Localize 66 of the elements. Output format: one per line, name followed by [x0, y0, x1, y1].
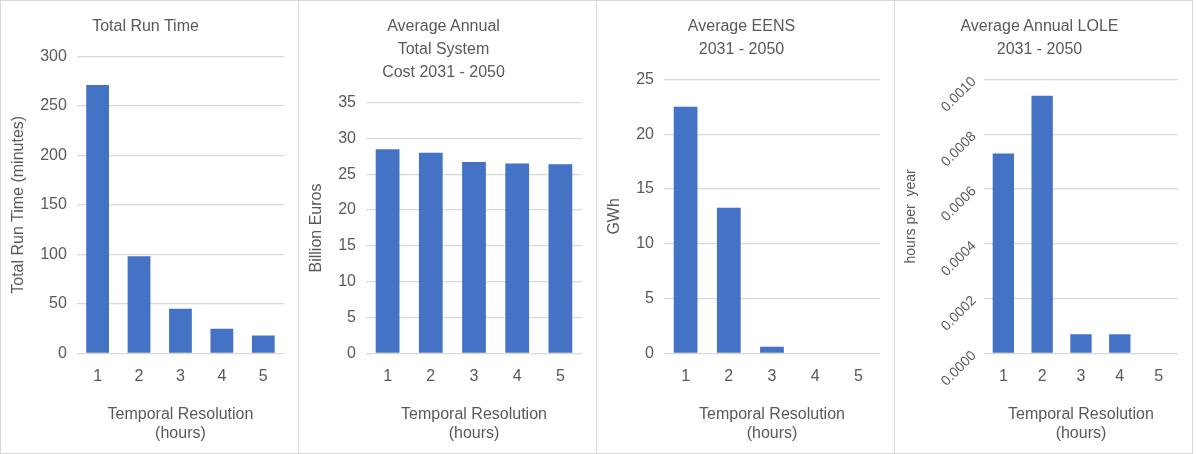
x-tick-label: 2 — [1037, 367, 1047, 385]
y-tick-label: 15 — [338, 236, 357, 254]
y-tick-label: 10 — [338, 272, 357, 290]
y-tick-label: 10 — [636, 234, 655, 252]
x-tick-label: 2 — [134, 367, 144, 385]
x-axis-title: Temporal Resolution (hours) — [401, 404, 547, 441]
chart-title: Average Annual Total System Cost 2031 - 2050 — [382, 17, 505, 81]
y-tick-label: 250 — [40, 96, 67, 114]
x-tick-label: 3 — [1076, 367, 1086, 385]
y-tick-label: 20 — [338, 200, 357, 218]
bar — [760, 346, 784, 353]
x-tick-label: 3 — [175, 367, 185, 385]
y-tick-label: 20 — [636, 124, 655, 142]
bar — [251, 335, 275, 353]
x-tick-label: 5 — [258, 367, 268, 385]
chart-title: Average EENS 2031 - 2050 — [687, 17, 796, 58]
x-tick-label: 1 — [998, 367, 1008, 385]
x-tick-label: 4 — [1115, 367, 1125, 385]
y-tick-label: 0 — [645, 343, 655, 361]
x-tick-label: 4 — [512, 367, 522, 385]
bar — [673, 106, 698, 353]
x-axis-title: Temporal Resolution (hours) — [1008, 404, 1154, 441]
x-tick-label: 2 — [426, 367, 436, 385]
y-tick-label: 15 — [636, 179, 655, 197]
chart-title: Total Run Time — [92, 17, 199, 35]
bar — [548, 164, 573, 353]
bar — [375, 149, 400, 353]
bar — [86, 84, 109, 353]
x-tick-label: 1 — [383, 367, 393, 385]
y-tick-label: 50 — [49, 294, 67, 312]
x-tick-label: 5 — [853, 367, 863, 385]
y-tick-label: 30 — [338, 128, 357, 146]
y-tick-label: 0 — [57, 343, 67, 361]
bar — [127, 256, 151, 353]
y-tick-label: 300 — [40, 46, 67, 64]
x-axis-title: Temporal Resolution (hours) — [699, 404, 845, 441]
bar — [462, 162, 486, 353]
bar — [716, 207, 741, 353]
y-tick-label: 5 — [347, 307, 357, 325]
y-axis-title: hours per year — [902, 168, 919, 264]
x-tick-label: 1 — [93, 367, 103, 385]
y-tick-label: 150 — [40, 195, 67, 213]
x-tick-label: 4 — [217, 367, 227, 385]
x-axis-title: Temporal Resolution (hours) — [107, 404, 254, 441]
y-tick-label: 25 — [636, 69, 655, 87]
y-tick-label: 35 — [338, 93, 357, 111]
x-tick-label: 2 — [724, 367, 734, 385]
x-tick-label: 1 — [681, 367, 691, 385]
y-axis-title: Total Run Time (minutes) — [9, 115, 27, 294]
x-tick-label: 3 — [469, 367, 479, 385]
bar — [210, 328, 234, 353]
y-axis-title: GWh — [605, 198, 623, 235]
x-tick-label: 5 — [1154, 367, 1164, 385]
y-tick-label: 25 — [338, 164, 357, 182]
bar — [169, 308, 192, 353]
y-tick-label: 0 — [347, 343, 357, 361]
x-tick-label: 5 — [555, 367, 565, 385]
x-tick-label: 4 — [810, 367, 820, 385]
y-tick-label: 5 — [645, 289, 655, 307]
bar — [418, 152, 443, 353]
y-tick-label: 100 — [40, 244, 67, 262]
x-tick-label: 3 — [767, 367, 777, 385]
y-axis-title: Billion Euros — [307, 183, 325, 273]
chart-title: Average Annual LOLE 2031 - 2050 — [960, 17, 1119, 58]
y-tick-label: 200 — [40, 145, 67, 163]
bar — [505, 163, 530, 353]
